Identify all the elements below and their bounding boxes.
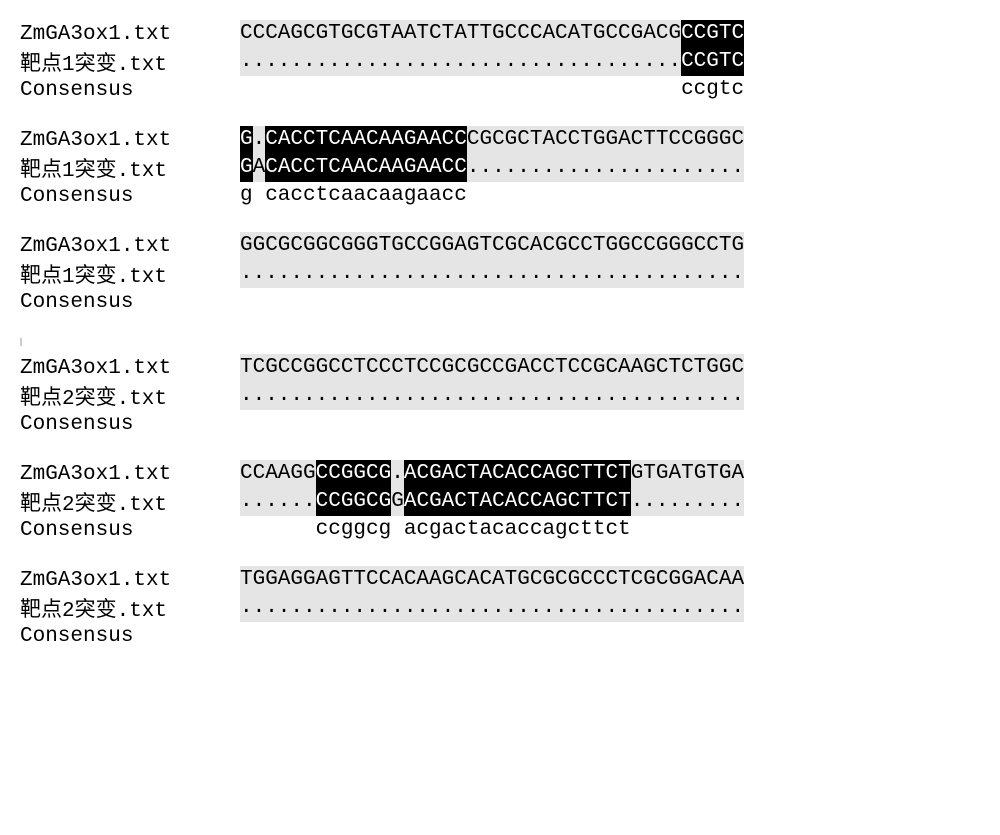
sequence-data: ........................................ xyxy=(240,382,744,410)
alignment-row: ZmGA3ox1.txtCCCAGCGTGCGTAATCTATTGCCCACAT… xyxy=(20,20,980,48)
alignment-row: ZmGA3ox1.txtTCGCCGGCCTCCCTCCGCGCCGACCTCC… xyxy=(20,354,980,382)
sequence-data: ......CCGGCGGACGACTACACCAGCTTCT......... xyxy=(240,488,744,516)
sequence-data: ccgtc xyxy=(240,76,744,104)
sequence-segment: ACGACTACACCAGCTTCT xyxy=(404,460,631,488)
sequence-data: ccggcg acgactacaccagcttct xyxy=(240,516,631,544)
sequence-segment: CACCTCAACAAGAACC xyxy=(265,154,467,182)
sequence-segment: TGGAGGAGTTCCACAAGCACATGCGCGCCCTCGCGGACAA xyxy=(240,566,744,594)
alignment-block: ZmGA3ox1.txtCCCAGCGTGCGTAATCTATTGCCCACAT… xyxy=(20,20,980,104)
sequence-label: Consensus xyxy=(20,519,240,542)
sequence-segment xyxy=(240,76,681,104)
sequence-data: GACACCTCAACAAGAACC...................... xyxy=(240,154,744,182)
alignment-row: ZmGA3ox1.txtGGCGCGGCGGGTGCCGGAGTCGCACGCC… xyxy=(20,232,980,260)
sequence-label: ZmGA3ox1.txt xyxy=(20,569,240,592)
sequence-label: ZmGA3ox1.txt xyxy=(20,129,240,152)
alignment-row: 靶点2突变.txt......CCGGCGGACGACTACACCAGCTTCT… xyxy=(20,488,980,516)
alignment-block: ZmGA3ox1.txtGGCGCGGCGGGTGCCGGAGTCGCACGCC… xyxy=(20,232,980,316)
alignment-block: ZmGA3ox1.txtCCAAGGCCGGCG.ACGACTACACCAGCT… xyxy=(20,460,980,544)
alignment-row: ZmGA3ox1.txtG.CACCTCAACAAGAACCCGCGCTACCT… xyxy=(20,126,980,154)
sequence-label: 靶点2突变.txt xyxy=(20,487,240,517)
sequence-segment: CCGTC xyxy=(681,48,744,76)
alignment-row: 靶点2突变.txt...............................… xyxy=(20,382,980,410)
sequence-data: ........................................ xyxy=(240,594,744,622)
alignment-row: ZmGA3ox1.txtTGGAGGAGTTCCACAAGCACATGCGCGC… xyxy=(20,566,980,594)
sequence-data: TCGCCGGCCTCCCTCCGCGCCGACCTCCGCAAGCTCTGGC xyxy=(240,354,744,382)
sequence-data: g cacctcaacaagaacc xyxy=(240,182,467,210)
alignment-row: ZmGA3ox1.txtCCAAGGCCGGCG.ACGACTACACCAGCT… xyxy=(20,460,980,488)
sequence-segment: CGCGCTACCTGGACTTCCGGGC xyxy=(467,126,744,154)
sequence-segment: GTGATGTGA xyxy=(631,460,744,488)
sequence-label: 靶点2突变.txt xyxy=(20,381,240,411)
sequence-segment: TCGCCGGCCTCCCTCCGCGCCGACCTCCGCAAGCTCTGGC xyxy=(240,354,744,382)
alignment-row: Consensus xyxy=(20,622,980,650)
sequence-label: ZmGA3ox1.txt xyxy=(20,23,240,46)
alignment-row: Consensus ccggcg acgactacaccagcttct xyxy=(20,516,980,544)
sequence-label: ZmGA3ox1.txt xyxy=(20,357,240,380)
sequence-segment: G xyxy=(240,126,253,154)
sequence-label: 靶点1突变.txt xyxy=(20,259,240,289)
sequence-segment: CACCTCAACAAGAACC xyxy=(265,126,467,154)
sequence-segment: ......... xyxy=(631,488,744,516)
alignment-separator xyxy=(20,338,980,346)
sequence-segment: G xyxy=(391,488,404,516)
sequence-label: 靶点2突变.txt xyxy=(20,593,240,623)
sequence-segment: . xyxy=(391,460,404,488)
sequence-data: ...................................CCGTC xyxy=(240,48,744,76)
sequence-segment: ........................................ xyxy=(240,594,744,622)
sequence-label: Consensus xyxy=(20,625,240,648)
alignment-row: 靶点1突变.txt...............................… xyxy=(20,260,980,288)
alignment-row: Consensus xyxy=(20,410,980,438)
sequence-segment: G xyxy=(240,154,253,182)
sequence-segment: CCGTC xyxy=(681,20,744,48)
sequence-data: TGGAGGAGTTCCACAAGCACATGCGCGCCCTCGCGGACAA xyxy=(240,566,744,594)
sequence-segment: CCAAGG xyxy=(240,460,316,488)
alignment-row: 靶点1突变.txt...............................… xyxy=(20,48,980,76)
sequence-segment: ...................... xyxy=(467,154,744,182)
sequence-segment: CCGGCG xyxy=(316,460,392,488)
sequence-data: GGCGCGGCGGGTGCCGGAGTCGCACGCCTGGCCGGGCCTG xyxy=(240,232,744,260)
sequence-label: ZmGA3ox1.txt xyxy=(20,235,240,258)
sequence-label: 靶点1突变.txt xyxy=(20,153,240,183)
sequence-segment: ccggcg acgactacaccagcttct xyxy=(240,516,631,544)
sequence-label: ZmGA3ox1.txt xyxy=(20,463,240,486)
sequence-label: Consensus xyxy=(20,79,240,102)
sequence-segment: ................................... xyxy=(240,48,681,76)
sequence-data: CCCAGCGTGCGTAATCTATTGCCCACATGCCGACGCCGTC xyxy=(240,20,744,48)
sequence-data: CCAAGGCCGGCG.ACGACTACACCAGCTTCTGTGATGTGA xyxy=(240,460,744,488)
sequence-label: 靶点1突变.txt xyxy=(20,47,240,77)
sequence-segment: CCGGCG xyxy=(316,488,392,516)
alignment-row: Consensus xyxy=(20,288,980,316)
sequence-data: ........................................ xyxy=(240,260,744,288)
alignment-row: Consensus ccgtc xyxy=(20,76,980,104)
alignment-block: ZmGA3ox1.txtTGGAGGAGTTCCACAAGCACATGCGCGC… xyxy=(20,566,980,650)
sequence-segment: ...... xyxy=(240,488,316,516)
sequence-segment: ........................................ xyxy=(240,260,744,288)
sequence-segment: A xyxy=(253,154,266,182)
alignment-block: ZmGA3ox1.txtG.CACCTCAACAAGAACCCGCGCTACCT… xyxy=(20,126,980,210)
alignment-row: 靶点2突变.txt...............................… xyxy=(20,594,980,622)
sequence-segment: g cacctcaacaagaacc xyxy=(240,182,467,210)
sequence-segment: . xyxy=(253,126,266,154)
sequence-segment: GGCGCGGCGGGTGCCGGAGTCGCACGCCTGGCCGGGCCTG xyxy=(240,232,744,260)
sequence-segment: CCCAGCGTGCGTAATCTATTGCCCACATGCCGACG xyxy=(240,20,681,48)
sequence-alignment-viewer: ZmGA3ox1.txtCCCAGCGTGCGTAATCTATTGCCCACAT… xyxy=(20,20,980,650)
sequence-label: Consensus xyxy=(20,185,240,208)
alignment-block: ZmGA3ox1.txtTCGCCGGCCTCCCTCCGCGCCGACCTCC… xyxy=(20,354,980,438)
alignment-row: 靶点1突变.txtGACACCTCAACAAGAACC.............… xyxy=(20,154,980,182)
sequence-label: Consensus xyxy=(20,291,240,314)
alignment-row: Consensusg cacctcaacaagaacc xyxy=(20,182,980,210)
sequence-label: Consensus xyxy=(20,413,240,436)
sequence-segment: ACGACTACACCAGCTTCT xyxy=(404,488,631,516)
sequence-data: G.CACCTCAACAAGAACCCGCGCTACCTGGACTTCCGGGC xyxy=(240,126,744,154)
sequence-segment: ........................................ xyxy=(240,382,744,410)
sequence-segment: ccgtc xyxy=(681,76,744,104)
